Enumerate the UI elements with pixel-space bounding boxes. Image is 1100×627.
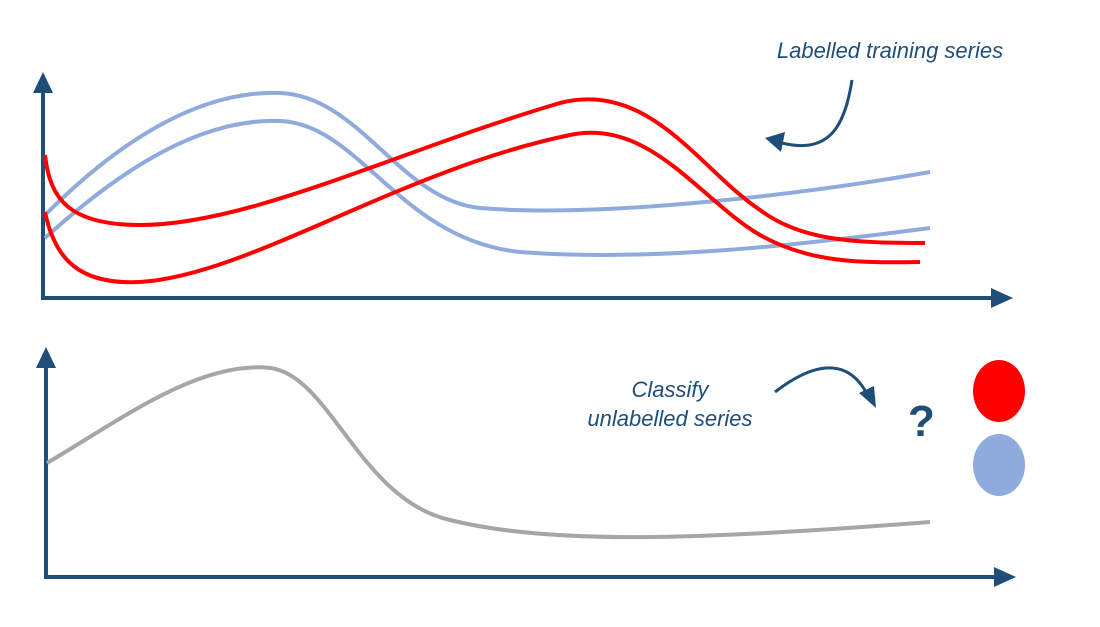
classify-pointer-arrowhead [859, 386, 876, 408]
top-y-arrowhead [33, 72, 53, 93]
class-blue-dot [973, 434, 1025, 496]
training-pointer-arrowhead [765, 132, 785, 152]
class-red-dot [973, 360, 1025, 422]
training-series-red-1 [43, 97, 926, 245]
bottom-x-arrowhead [994, 567, 1016, 587]
bottom-y-arrowhead [36, 347, 56, 368]
training-series-blue-2 [43, 118, 931, 257]
classify-label-line1: Classify [631, 377, 709, 402]
classify-label: Classify unlabelled series [565, 375, 775, 433]
unlabelled-series [45, 365, 931, 540]
bottom-axes [36, 347, 1016, 587]
question-mark: ? [908, 397, 935, 446]
classify-label-line2: unlabelled series [587, 406, 753, 431]
training-series-red-2 [43, 130, 921, 285]
training-label: Labelled training series [776, 38, 1004, 63]
classify-pointer-arrow [774, 366, 868, 394]
training-pointer-arrow [781, 79, 854, 148]
training-series-blue-1 [43, 90, 931, 217]
top-x-arrowhead [991, 288, 1013, 308]
top-axes [33, 72, 1013, 308]
